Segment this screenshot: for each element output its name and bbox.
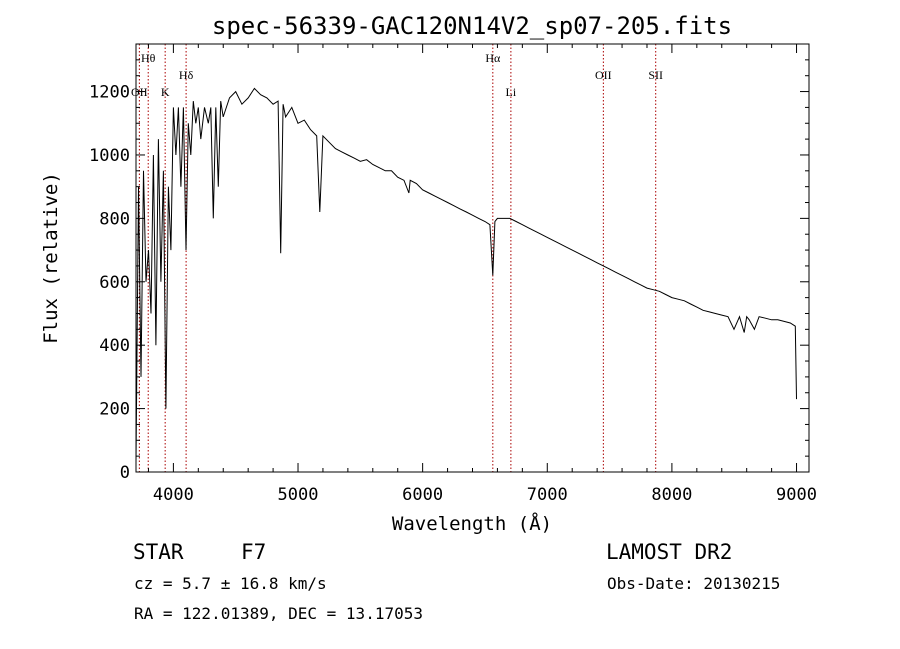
coordinates-text: RA = 122.01389, DEC = 13.17053 <box>134 604 423 623</box>
y-tick-label: 1200 <box>89 83 130 103</box>
x-axis: 4000 5000 6000 7000 8000 9000 <box>147 44 817 505</box>
y-tick-label: 200 <box>99 400 130 420</box>
obs-date: Obs-Date: 20130215 <box>607 574 780 593</box>
line-label-7: SII <box>648 68 663 82</box>
spectrum-series <box>135 87 797 463</box>
x-tick-label: 6000 <box>402 485 443 505</box>
y-axis-label: Flux (relative) <box>40 172 62 344</box>
plot-frame <box>135 43 810 473</box>
x-tick-label: 8000 <box>651 485 692 505</box>
y-tick-label: 0 <box>120 463 130 483</box>
spectral-class: F7 <box>241 540 266 564</box>
redshift-text: cz = 5.7 ± 16.8 km/s <box>134 574 327 593</box>
y-axis: 0 200 400 600 800 1000 1200 <box>89 59 809 483</box>
y-tick-label: 1000 <box>89 146 130 166</box>
x-axis-label: Wavelength (Å) <box>392 512 552 535</box>
x-tick-label: 9000 <box>776 485 817 505</box>
y-tick-label: 400 <box>99 336 130 356</box>
x-tick-label: 5000 <box>278 485 319 505</box>
line-label-6: OII <box>595 68 612 82</box>
y-tick-label: 600 <box>99 273 130 293</box>
y-tick-label: 800 <box>99 209 130 229</box>
spectrum-line <box>135 87 797 463</box>
line-label-1: Hθ <box>141 51 156 65</box>
object-type: STAR <box>133 540 184 564</box>
line-label-5: Li <box>506 85 517 99</box>
survey-name: LAMOST DR2 <box>606 540 732 564</box>
chart-title: spec-56339-GAC120N14V2_sp07-205.fits <box>212 12 732 40</box>
x-tick-label: 4000 <box>153 485 194 505</box>
line-label-4: Hα <box>485 51 501 65</box>
x-tick-label: 7000 <box>527 485 568 505</box>
line-label-3: Hδ <box>179 68 194 82</box>
line-label-2: K <box>161 85 170 99</box>
